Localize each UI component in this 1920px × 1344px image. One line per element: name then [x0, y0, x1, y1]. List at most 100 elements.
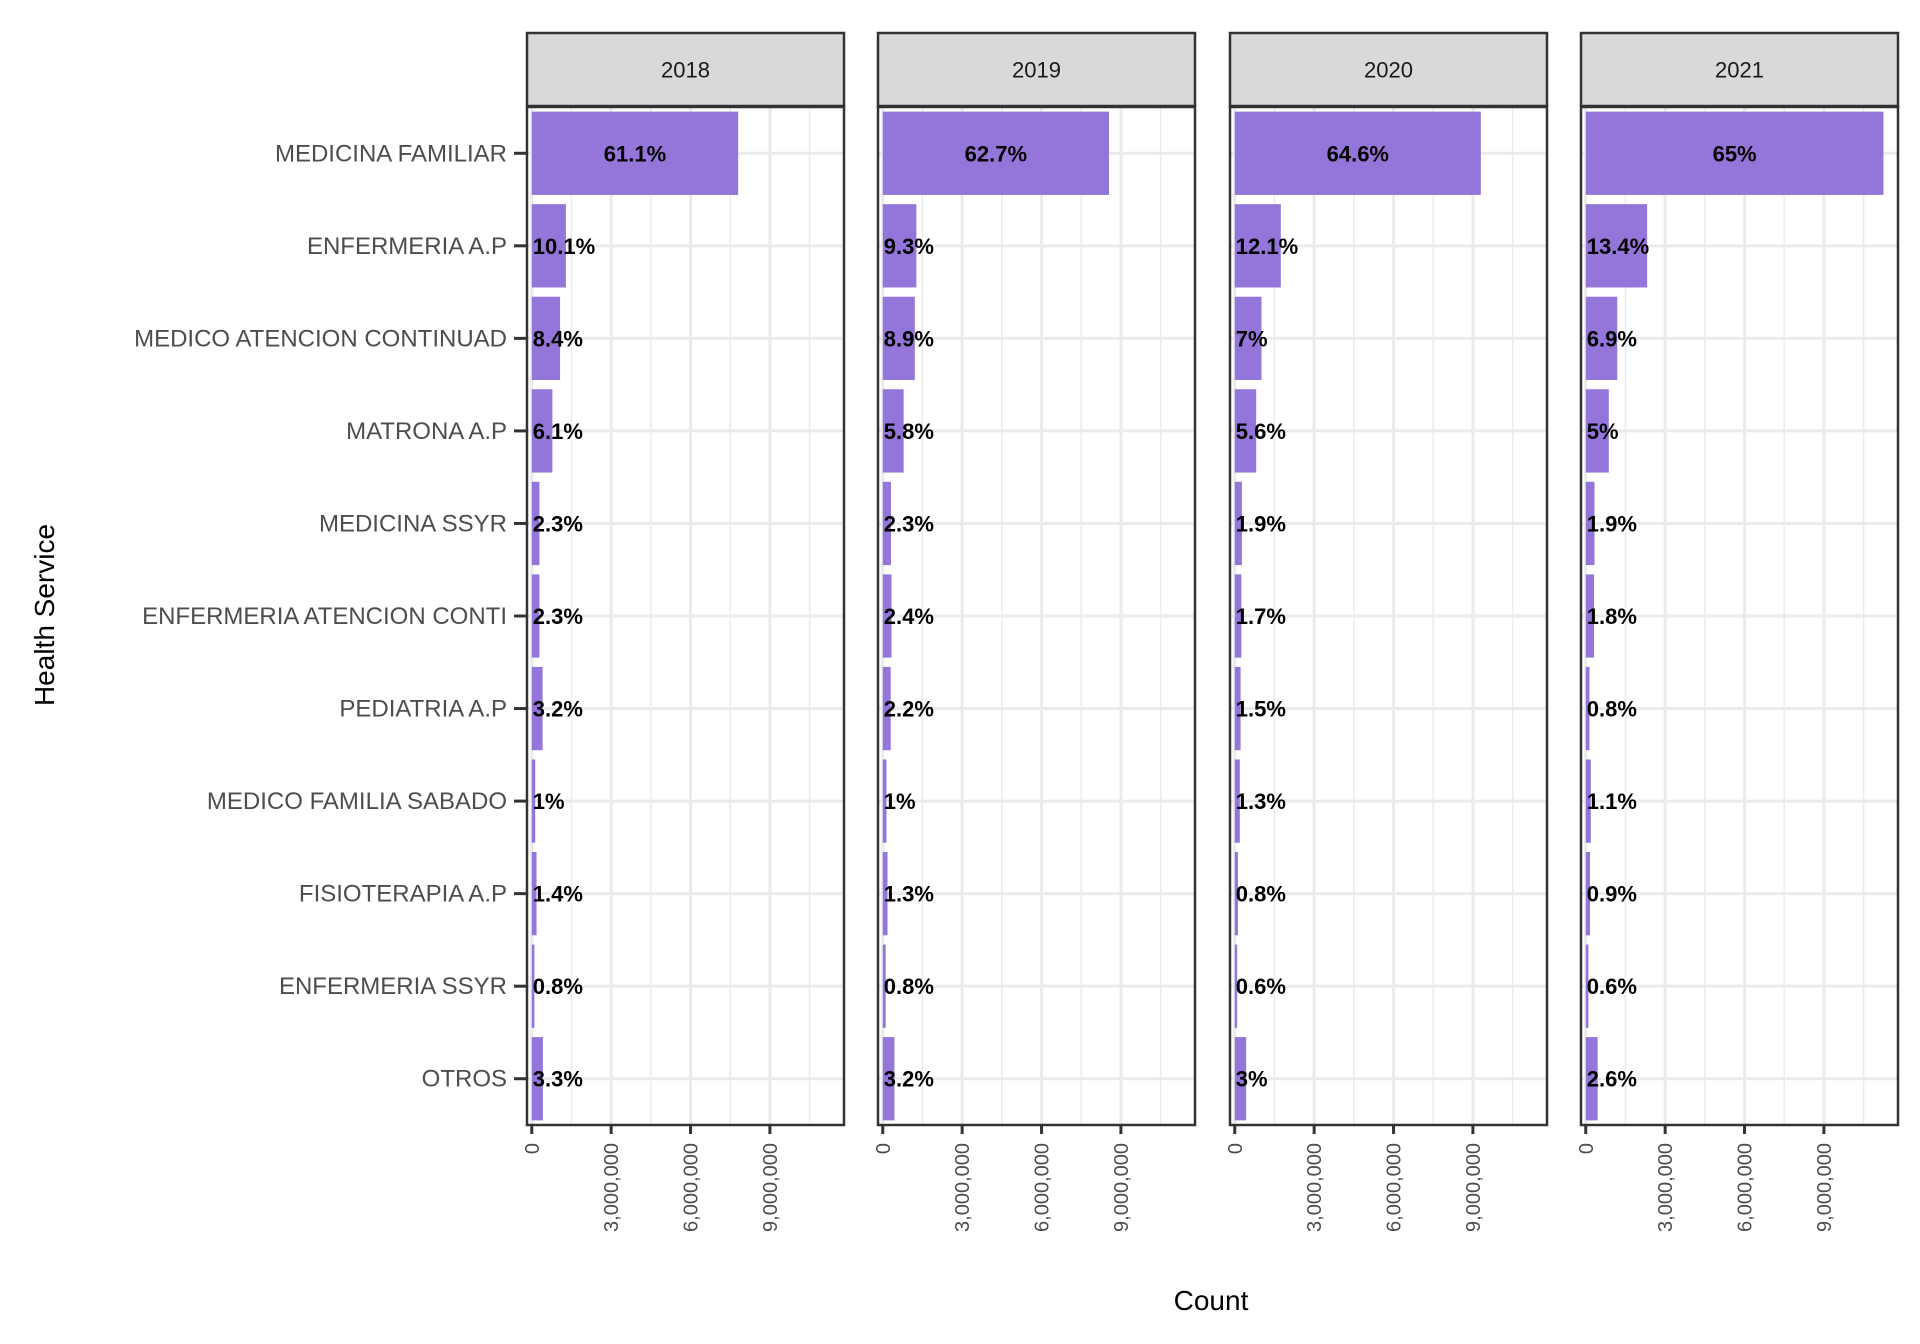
bar-value-label: 3.3%: [533, 1067, 583, 1092]
facet-strip-label: 2019: [1012, 58, 1061, 83]
bar: [531, 851, 537, 936]
bar-value-label: 1.3%: [884, 882, 934, 907]
bar: [1234, 1037, 1247, 1121]
bar-value-label: 1.4%: [533, 882, 583, 907]
x-tick-label: 9,000,000: [1111, 1143, 1133, 1232]
x-axis-title: Count: [1174, 1285, 1249, 1316]
bar-value-label: 5.8%: [884, 419, 934, 444]
facet-strip: [1579, 31, 1900, 108]
y-tick-label: MATRONA A.P: [346, 418, 507, 445]
bar: [1234, 851, 1238, 936]
bar: [531, 296, 561, 381]
y-tick-label: OTROS: [422, 1066, 507, 1093]
panel-border: [1579, 105, 1900, 1127]
bar-value-label: 0.8%: [1587, 697, 1637, 722]
bar: [1234, 574, 1242, 658]
x-tick-label: 6,000,000: [1735, 1143, 1757, 1232]
panel-border: [876, 105, 1197, 1127]
facet-strip-label: 2020: [1364, 58, 1413, 83]
bar: [1585, 851, 1590, 936]
y-tick-label: MEDICINA FAMILIAR: [275, 140, 507, 167]
bar-value-label: 1.5%: [1236, 697, 1286, 722]
facet-strip: [876, 31, 1197, 108]
bar: [1585, 296, 1618, 381]
y-tick-label: ENFERMERIA ATENCION CONTI: [142, 603, 507, 630]
bar-value-label: 1.1%: [1587, 789, 1637, 814]
bar: [1585, 1037, 1598, 1121]
bar: [1234, 111, 1481, 195]
bar-value-label: 1%: [533, 789, 565, 814]
bar-value-label: 62.7%: [965, 141, 1027, 166]
bar: [1585, 666, 1590, 751]
bar-value-label: 9.3%: [884, 234, 934, 259]
x-tick-label: 0: [873, 1143, 895, 1154]
bar-value-label: 6.1%: [533, 419, 583, 444]
bar-value-label: 1%: [884, 789, 916, 814]
facet-strip-label: 2018: [661, 58, 710, 83]
facet-panel-2018: 2018 61.1% 10.1% 8.4% 6.1% 2.3% 2.3% 3.2% 1% 1.4%…: [522, 31, 846, 1232]
bar: [1585, 759, 1591, 843]
x-tick-label: 6,000,000: [1032, 1143, 1054, 1232]
x-tick-label: 0: [1576, 1143, 1598, 1154]
bar: [531, 481, 540, 566]
bar: [1585, 111, 1884, 195]
bar: [531, 1037, 543, 1121]
x-tick-label: 0: [522, 1143, 544, 1154]
bar-value-label: 2.3%: [884, 511, 934, 536]
x-tick-label: 3,000,000: [1655, 1143, 1677, 1232]
bar: [882, 296, 915, 381]
x-tick-label: 9,000,000: [1814, 1143, 1836, 1232]
bar: [1585, 389, 1609, 473]
bar-value-label: 64.6%: [1327, 141, 1389, 166]
bar: [1234, 204, 1281, 288]
bar-value-label: 3.2%: [533, 697, 583, 722]
bar: [882, 481, 891, 566]
bar: [1234, 666, 1241, 751]
bar-value-label: 65%: [1713, 141, 1757, 166]
x-tick-label: 3,000,000: [952, 1143, 974, 1232]
bar: [1234, 759, 1240, 843]
y-tick-label: FISIOTERAPIA A.P: [299, 881, 507, 908]
bar: [1234, 944, 1238, 1028]
bar-value-label: 12.1%: [1236, 234, 1298, 259]
bar: [531, 111, 739, 195]
bar: [531, 944, 535, 1028]
panel-border: [1228, 105, 1549, 1127]
bar-value-label: 2.6%: [1587, 1067, 1637, 1092]
bar: [531, 204, 566, 288]
bar: [882, 851, 888, 936]
y-tick-label: MEDICO FAMILIA SABADO: [207, 788, 507, 815]
facet-panel-2021: 2021 65% 13.4% 6.9% 5% 1.9% 1.8% 0.8% 1.1% 0.9% 0.…: [1576, 31, 1900, 1232]
x-tick-label: 6,000,000: [1384, 1143, 1406, 1232]
bar-value-label: 2.3%: [533, 604, 583, 629]
bar: [531, 759, 536, 843]
y-tick-label: ENFERMERIA A.P: [307, 233, 507, 260]
bar-value-label: 5%: [1587, 419, 1619, 444]
bar-value-label: 61.1%: [604, 141, 666, 166]
bar-value-label: 8.9%: [884, 326, 934, 351]
facet-panel-2020: 2020 64.6% 12.1% 7% 5.6% 1.9% 1.7% 1.5% 1.3% 0.8%…: [1225, 31, 1549, 1232]
x-tick-label: 3,000,000: [601, 1143, 623, 1232]
bar-value-label: 7%: [1236, 326, 1268, 351]
bar: [882, 666, 891, 751]
bar-value-label: 0.8%: [1236, 882, 1286, 907]
bar: [1234, 389, 1257, 473]
bar-value-label: 3.2%: [884, 1067, 934, 1092]
bar-value-label: 1.9%: [1587, 511, 1637, 536]
x-tick-label: 0: [1225, 1143, 1247, 1154]
x-tick-label: 9,000,000: [760, 1143, 782, 1232]
bar-value-label: 1.7%: [1236, 604, 1286, 629]
facet-panel-2019: 2019 62.7% 9.3% 8.9% 5.8% 2.3% 2.4% 2.2% 1% 1.3% 0…: [873, 31, 1197, 1232]
x-tick-label: 6,000,000: [681, 1143, 703, 1232]
bar: [1234, 481, 1242, 566]
facet-strip-label: 2021: [1715, 58, 1764, 83]
bar-value-label: 5.6%: [1236, 419, 1286, 444]
bar: [1585, 204, 1648, 288]
bar: [882, 111, 1110, 195]
bar-value-label: 0.8%: [884, 974, 934, 999]
y-tick-label: PEDIATRIA A.P: [339, 696, 507, 723]
bar: [531, 574, 540, 658]
bar: [1585, 944, 1589, 1028]
bar: [882, 759, 887, 843]
